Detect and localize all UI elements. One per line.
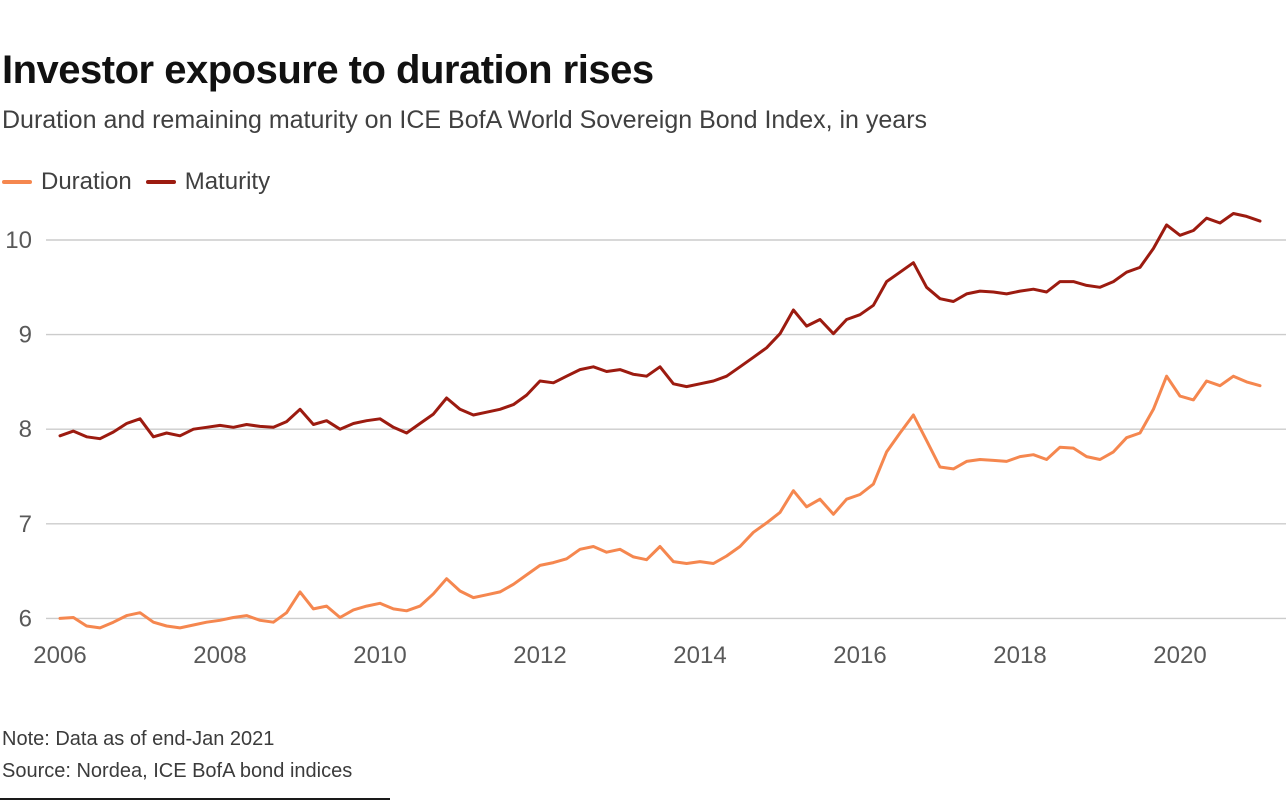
chart-subtitle: Duration and remaining maturity on ICE B… [2, 106, 928, 134]
chart-note: Note: Data as of end-Jan 2021 [2, 728, 275, 750]
maturity-line-swatch-icon [145, 180, 176, 184]
chart-title: Investor exposure to duration rises [2, 47, 654, 92]
legend-label-duration: Duration [41, 168, 132, 195]
y-axis-tick-label: 10 [5, 227, 32, 254]
legend-item-maturity: Maturity [145, 168, 271, 196]
x-axis-tick-label: 2006 [33, 642, 86, 669]
maturity-line [58, 212, 1262, 441]
x-axis-tick-label: 2018 [993, 642, 1046, 669]
x-axis-tick-label: 2012 [513, 642, 566, 669]
footer-rule [0, 798, 390, 800]
x-axis-tick-label: 2008 [193, 642, 246, 669]
y-axis-tick-label: 9 [19, 322, 32, 349]
x-axis-tick-label: 2016 [833, 642, 886, 669]
y-axis-tick-label: 6 [19, 605, 32, 632]
y-axis-tick-label: 8 [19, 416, 32, 443]
duration-line [58, 374, 1262, 630]
legend-label-maturity: Maturity [184, 168, 271, 195]
duration-line-swatch-icon [2, 180, 32, 184]
chart-legend: Duration Maturity [2, 168, 270, 196]
legend-item-duration: Duration [2, 168, 132, 196]
chart-source: Source: Nordea, ICE BofA bond indices [2, 760, 353, 782]
x-axis-tick-label: 2020 [1153, 642, 1206, 669]
line-chart: 6 7 8 9 10 2006 2008 2010 2012 2014 2016 2018 2020 [5, 212, 1286, 669]
y-axis-tick-label: 7 [19, 511, 32, 538]
x-axis-tick-label: 2010 [353, 642, 406, 669]
x-axis-tick-label: 2014 [673, 642, 726, 669]
